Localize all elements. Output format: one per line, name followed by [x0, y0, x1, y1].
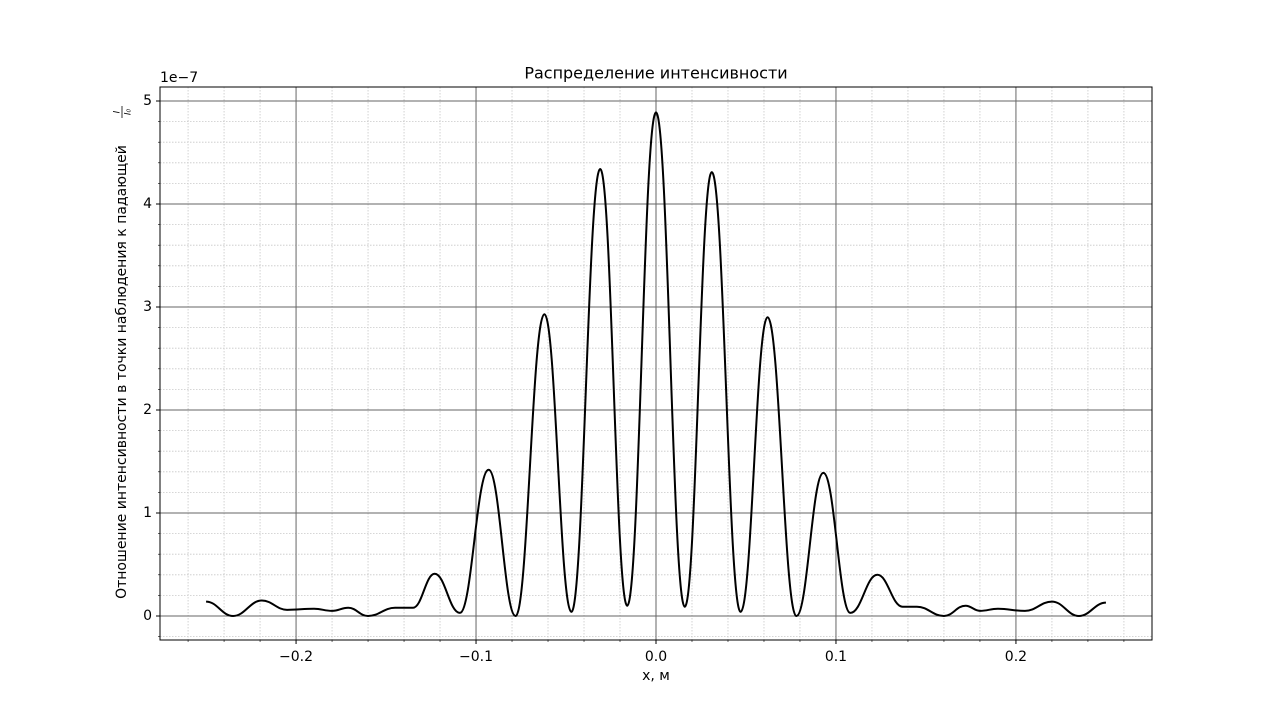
chart-title: Распределение интенсивности [524, 64, 787, 83]
y-tick-label: 2 [143, 402, 152, 418]
x-tick-label: −0.1 [459, 649, 493, 665]
fraction-numerator: I [113, 110, 123, 113]
plot-frame [159, 86, 1153, 641]
y-tick-label: 3 [143, 299, 152, 315]
x-tick-label: 0.1 [825, 649, 847, 665]
y-label-fraction: I I₀ [113, 106, 134, 118]
y-tick-label: 4 [143, 196, 152, 212]
x-axis-label: x, м [642, 668, 670, 684]
y-tick-label: 5 [143, 93, 152, 109]
x-tick-label: 0.0 [645, 649, 667, 665]
y-axis-label: Отношение интенсивности в точки наблюден… [114, 145, 130, 599]
y-tick-label: 0 [143, 608, 152, 624]
y-tick-label: 1 [143, 505, 152, 521]
x-tick-label: −0.2 [279, 649, 313, 665]
x-tick-label: 0.2 [1005, 649, 1027, 665]
fraction-denominator: I₀ [124, 108, 134, 115]
y-offset-label: 1e−7 [160, 70, 198, 86]
data-line [205, 111, 1107, 618]
